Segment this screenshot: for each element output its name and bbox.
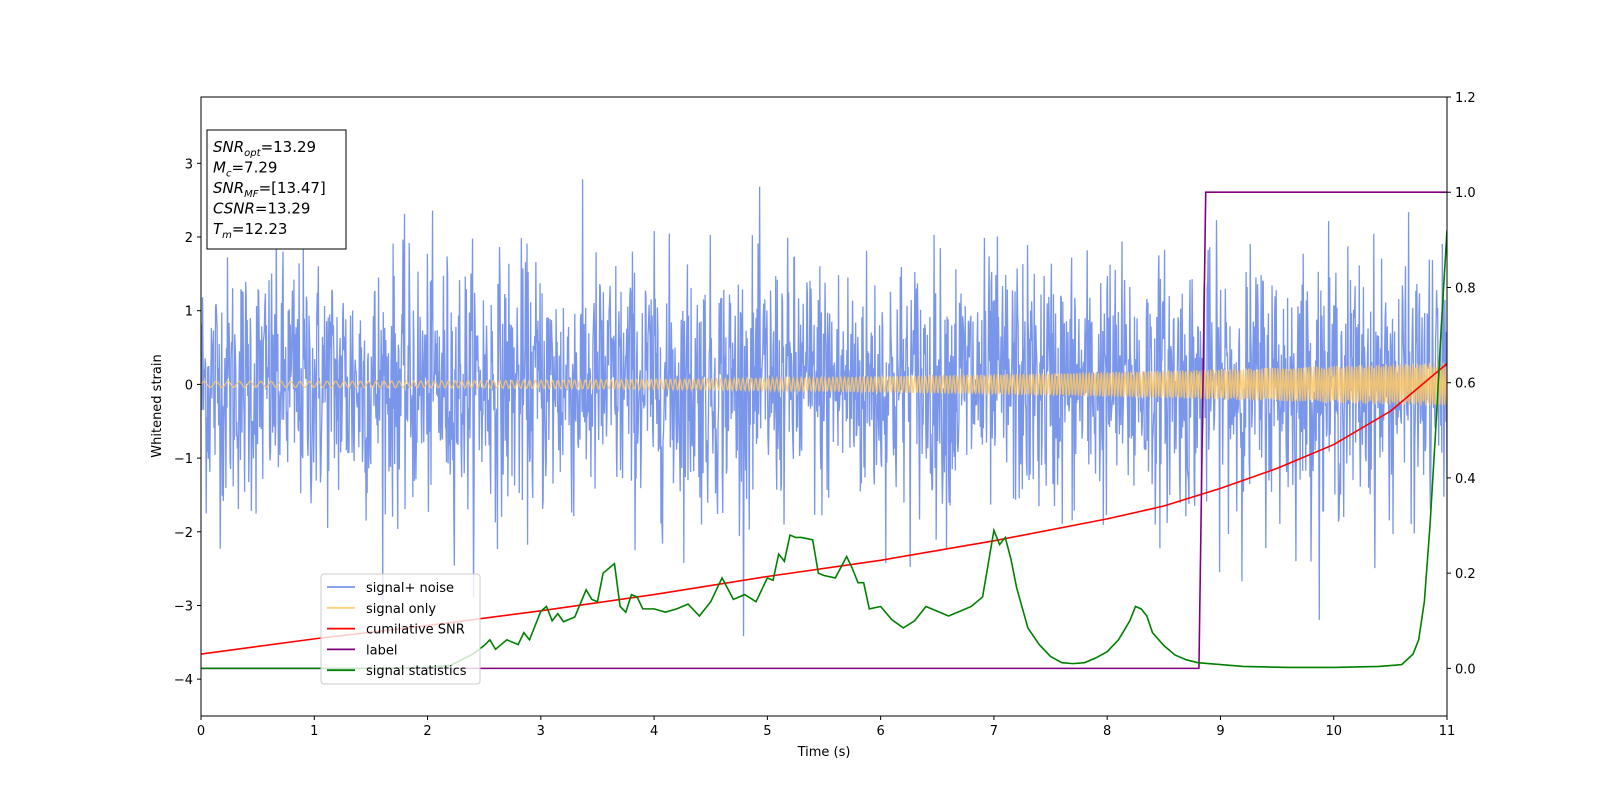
x-tick-label: 8 (1103, 724, 1111, 739)
info-line: Tm=12.23 (213, 220, 287, 241)
x-tick-label: 10 (1325, 724, 1342, 739)
x-tick-label: 2 (423, 724, 431, 739)
y-tick-label: −3 (174, 599, 193, 614)
y2-tick-label: 0.4 (1455, 472, 1476, 487)
x-tick-label: 9 (1216, 724, 1224, 739)
y-axis-label: Whitened strain (150, 354, 165, 457)
series-signal-statistics (201, 230, 1447, 670)
y2-tick-label: 0.8 (1455, 281, 1476, 296)
x-tick-label: 5 (763, 724, 771, 739)
x-tick-label: 6 (876, 724, 884, 739)
plot-frame (200, 96, 1448, 717)
x-tick-label: 0 (197, 724, 205, 739)
x-tick-label: 4 (650, 724, 658, 739)
info-box: SNRopt=13.29Mc=7.29SNRMF=[13.47]CSNR=13.… (206, 129, 347, 250)
info-line: SNRopt=13.29 (213, 138, 316, 159)
y-tick-label: 3 (185, 157, 193, 172)
legend-frame (320, 573, 481, 685)
legend-label: signal only (366, 602, 436, 617)
y-tick-label: 0 (185, 378, 193, 393)
axes-layer: 0 1 2 3 4 5 6 7 8 9 10 11 −4 −3 −2 −1 0 1 2 3 0.0 0.2 0.4 0.6 0.… (174, 91, 1476, 739)
series-signal-only (201, 362, 1447, 406)
info-line: CSNR=13.29 (213, 200, 310, 218)
legend-label: signal+ noise (366, 581, 454, 596)
info-line: SNRMF=[13.47] (213, 179, 326, 200)
info-line: Mc=7.29 (213, 159, 277, 180)
y2-tick-label: 0.2 (1455, 567, 1476, 582)
x-tick-label: 3 (537, 724, 545, 739)
y-tick-label: −1 (174, 452, 193, 467)
x-axis-label: Time (s) (797, 745, 851, 760)
series-label (201, 191, 1447, 670)
legend-label: label (366, 643, 397, 658)
y2-tick-label: 1.0 (1455, 186, 1476, 201)
y-tick-label: 1 (185, 305, 193, 320)
x-tick-label: 11 (1439, 724, 1456, 739)
legend-label: signal statistics (366, 664, 467, 679)
y-tick-label: −2 (174, 526, 193, 541)
x-tick-label: 1 (310, 724, 318, 739)
legend-label: cumilative SNR (366, 623, 465, 638)
legend: signal+ noise signal only cumilative SNR la… (320, 573, 481, 685)
y-tick-label: −4 (174, 673, 193, 688)
y2-tick-label: 0.0 (1455, 662, 1476, 677)
series-signal-noise (201, 179, 1447, 637)
info-box-frame (206, 129, 347, 250)
y2-tick-label: 1.2 (1455, 91, 1476, 106)
y-tick-label: 2 (185, 231, 193, 246)
y2-tick-label: 0.6 (1455, 377, 1476, 392)
x-tick-label: 7 (990, 724, 998, 739)
